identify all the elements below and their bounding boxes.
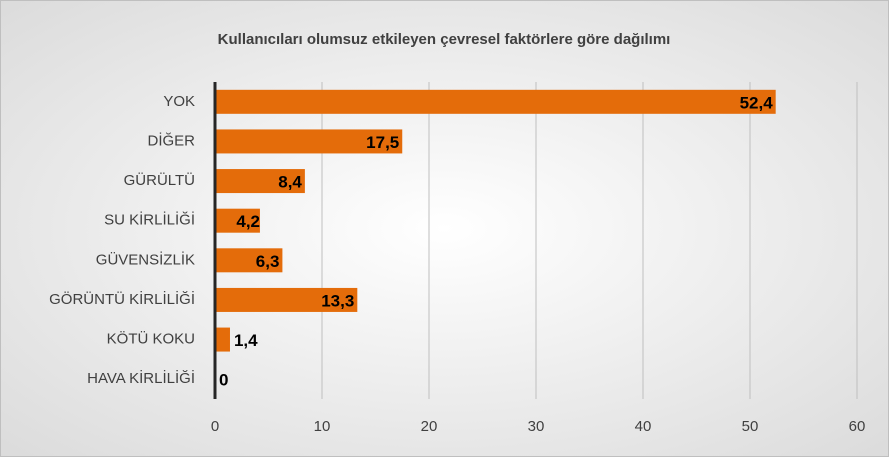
- y-tick-label: KÖTÜ KOKU: [107, 330, 195, 348]
- y-tick-label: HAVA KİRLİLİĞİ: [87, 369, 195, 387]
- x-tick-label: 0: [211, 418, 219, 435]
- x-tick-label: 40: [635, 418, 652, 435]
- x-tick-label: 10: [314, 418, 331, 435]
- chart-title: Kullanıcıları olumsuz etkileyen çevresel…: [218, 31, 671, 48]
- value-label: 13,3: [321, 291, 354, 310]
- value-label: 1,4: [234, 331, 258, 350]
- y-tick-label: GÖRÜNTÜ KİRLİLİĞİ: [49, 290, 195, 308]
- value-label: 52,4: [740, 93, 774, 112]
- x-tick-label: 20: [421, 418, 438, 435]
- y-tick-label: GÜRÜLTÜ: [124, 171, 195, 189]
- bar: [215, 208, 260, 233]
- bar: [215, 287, 358, 312]
- y-tick-label: YOK: [163, 93, 195, 110]
- bar: [215, 327, 230, 352]
- value-label: 8,4: [278, 173, 302, 192]
- x-tick-label: 50: [742, 418, 759, 435]
- value-label: 0: [219, 371, 228, 390]
- value-label: 4,2: [236, 212, 260, 231]
- value-label: 17,5: [366, 133, 399, 152]
- x-tick-label: 60: [849, 418, 866, 435]
- y-tick-label: SU KİRLİLİĞİ: [104, 211, 195, 229]
- bar: [215, 248, 283, 273]
- bar: [215, 169, 305, 194]
- bar: [215, 89, 776, 114]
- y-tick-label: GÜVENSİZLİK: [96, 250, 195, 268]
- bars: [215, 89, 776, 352]
- x-tick-label: 30: [528, 418, 545, 435]
- value-label: 6,3: [256, 252, 280, 271]
- bar: [215, 129, 403, 154]
- y-tick-label: DİĞER: [147, 131, 195, 149]
